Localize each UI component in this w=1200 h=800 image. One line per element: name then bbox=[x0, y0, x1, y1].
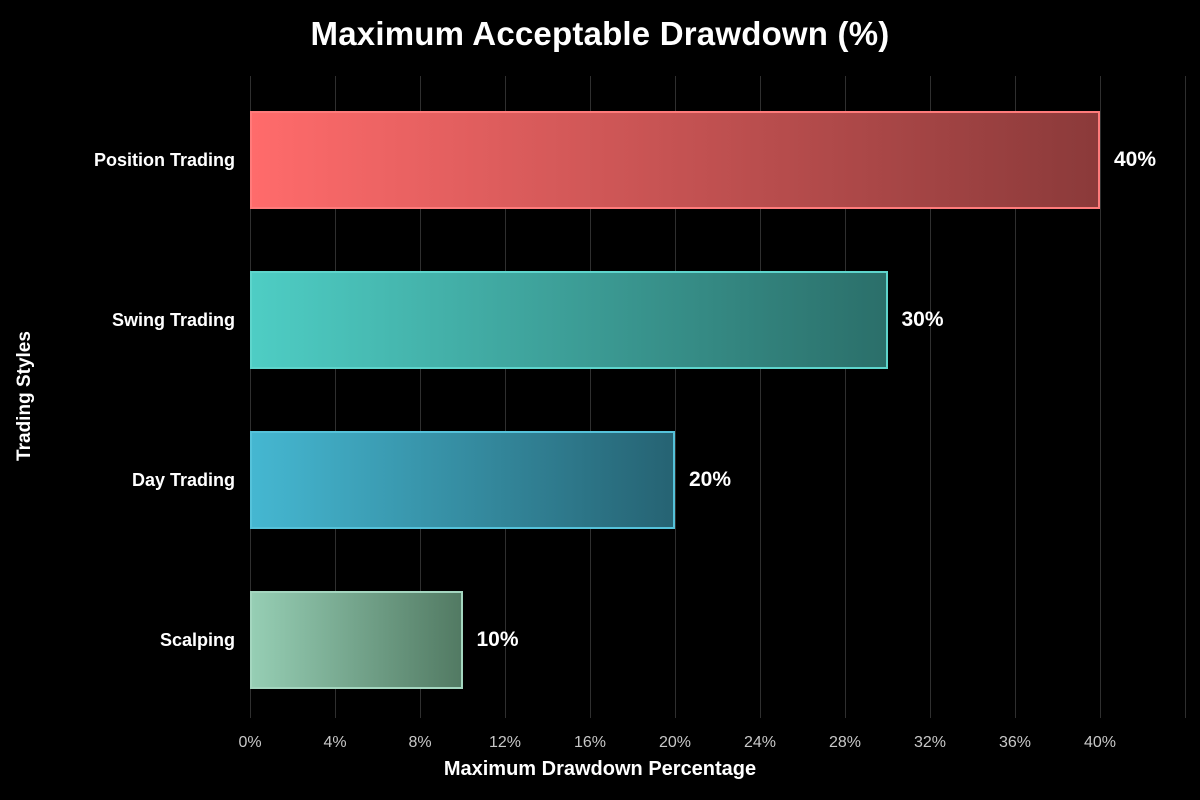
gridline bbox=[930, 76, 931, 718]
bar-value-label: 10% bbox=[476, 628, 519, 651]
y-category-label: Day Trading bbox=[131, 470, 235, 490]
gridline bbox=[845, 76, 846, 718]
x-tick-label: 20% bbox=[658, 734, 692, 751]
gridline bbox=[420, 76, 421, 718]
gridline bbox=[760, 76, 761, 718]
x-tick-label: 40% bbox=[1083, 734, 1117, 751]
x-tick-label: 36% bbox=[998, 734, 1032, 751]
x-tick-label: 4% bbox=[323, 734, 347, 751]
bar-scalping bbox=[250, 591, 463, 689]
x-tick-label: 0% bbox=[238, 734, 262, 751]
gridline bbox=[1185, 76, 1186, 718]
y-axis-title: Trading Styles bbox=[14, 331, 35, 461]
bar-swing-trading bbox=[250, 271, 888, 369]
y-category-label: Position Trading bbox=[93, 150, 235, 170]
x-tick-label: 16% bbox=[573, 734, 607, 751]
gridline bbox=[1100, 76, 1101, 718]
gridline bbox=[675, 76, 676, 718]
x-tick-label: 12% bbox=[488, 734, 522, 751]
plot-area: 40% 30% 20% 10% bbox=[250, 76, 1186, 718]
y-category-label: Swing Trading bbox=[111, 310, 235, 330]
x-tick-label: 8% bbox=[408, 734, 432, 751]
bar-value-label: 30% bbox=[901, 308, 944, 331]
bar-value-label: 40% bbox=[1114, 148, 1157, 171]
x-tick-label: 32% bbox=[913, 734, 947, 751]
x-axis-ticks: 0% 4% 8% 12% 16% 20% 24% 28% 32% 36% 40% bbox=[238, 733, 1185, 753]
chart-title: Maximum Acceptable Drawdown (%) bbox=[310, 15, 890, 52]
gridline bbox=[505, 76, 506, 718]
gridline bbox=[335, 76, 336, 718]
x-tick-label: 28% bbox=[828, 734, 862, 751]
x-axis-title: Maximum Drawdown Percentage bbox=[443, 758, 757, 780]
bar-value-label: 20% bbox=[689, 468, 732, 491]
gridline bbox=[250, 76, 251, 718]
y-category-label: Scalping bbox=[159, 630, 235, 650]
gridline bbox=[590, 76, 591, 718]
gridline bbox=[1015, 76, 1016, 718]
bar-position-trading bbox=[250, 111, 1100, 209]
bar-day-trading bbox=[250, 431, 675, 529]
x-tick-label: 24% bbox=[743, 734, 777, 751]
